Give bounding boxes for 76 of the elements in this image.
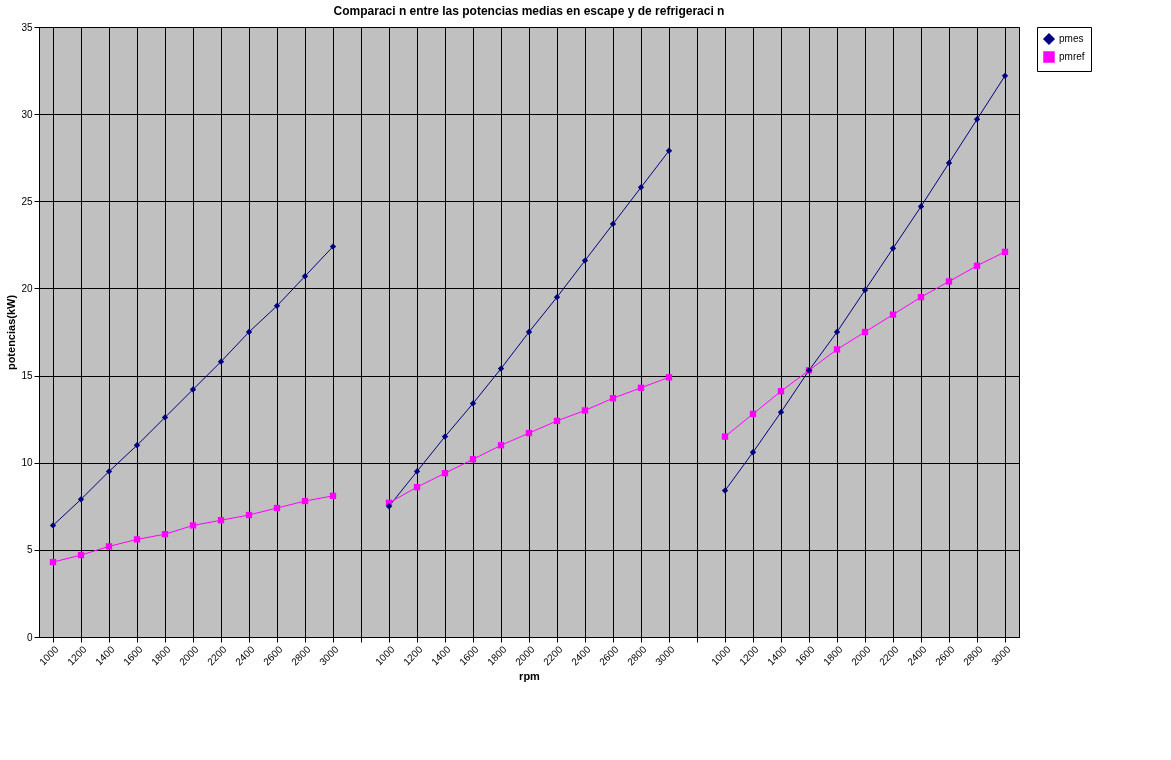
y-axis-title: potencias(kW) (5, 294, 18, 371)
point (833, 346, 841, 353)
point (945, 159, 953, 167)
point (581, 257, 589, 264)
point (189, 386, 197, 393)
point (749, 410, 757, 418)
y-tick-label: 0 (26, 631, 33, 643)
point (609, 220, 617, 228)
point (77, 551, 85, 559)
point (217, 358, 225, 365)
point (217, 517, 225, 524)
point (469, 400, 477, 407)
point (973, 116, 981, 123)
point (917, 203, 925, 210)
point (133, 442, 141, 449)
point (581, 407, 589, 414)
point (413, 468, 421, 475)
point (833, 328, 841, 336)
point (777, 388, 785, 395)
point (497, 365, 505, 372)
point (1001, 248, 1009, 255)
point (161, 414, 169, 421)
point (161, 531, 169, 538)
point (413, 483, 421, 491)
y-tick-label: 5 (26, 544, 33, 556)
point (889, 311, 897, 318)
point (273, 504, 281, 512)
point (525, 328, 533, 336)
point (245, 511, 253, 519)
y-tick-label: 30 (21, 108, 33, 120)
y-tick-label: 10 (21, 457, 33, 469)
point (945, 278, 953, 285)
point (301, 273, 309, 280)
y-tick-label: 20 (21, 282, 33, 294)
point (441, 433, 449, 440)
point (721, 433, 729, 440)
point (525, 429, 533, 437)
point (469, 456, 477, 463)
point (553, 417, 561, 425)
point (49, 558, 57, 566)
point (861, 287, 869, 294)
point (973, 262, 981, 269)
point (301, 497, 309, 505)
point (385, 503, 393, 510)
point (329, 492, 337, 499)
legend-label: pmref (1059, 51, 1085, 62)
point (665, 147, 673, 154)
point (133, 536, 141, 543)
point (49, 522, 57, 529)
point (245, 328, 253, 336)
point (861, 328, 869, 336)
point (329, 243, 337, 250)
point (721, 487, 729, 494)
point (77, 496, 85, 503)
legend-label: pmes (1059, 33, 1084, 44)
chart-title: Comparaci n entre las potencias medias en escape y de refrigeraci n (333, 4, 725, 18)
point (889, 245, 897, 252)
point (553, 293, 561, 301)
point (189, 522, 197, 529)
point (441, 470, 449, 477)
point (609, 395, 617, 402)
y-tick-label: 35 (21, 21, 33, 33)
x-axis-title: rpm (519, 670, 541, 683)
point (273, 302, 281, 310)
point (637, 384, 645, 391)
y-tick-label: 25 (21, 195, 33, 207)
y-tick-label: 15 (21, 370, 33, 382)
point (749, 449, 757, 456)
point (105, 543, 113, 550)
point (777, 409, 785, 416)
point (1001, 72, 1009, 79)
point (917, 293, 925, 301)
point (665, 374, 673, 381)
point (637, 184, 645, 191)
point (497, 442, 505, 449)
point (105, 468, 113, 475)
